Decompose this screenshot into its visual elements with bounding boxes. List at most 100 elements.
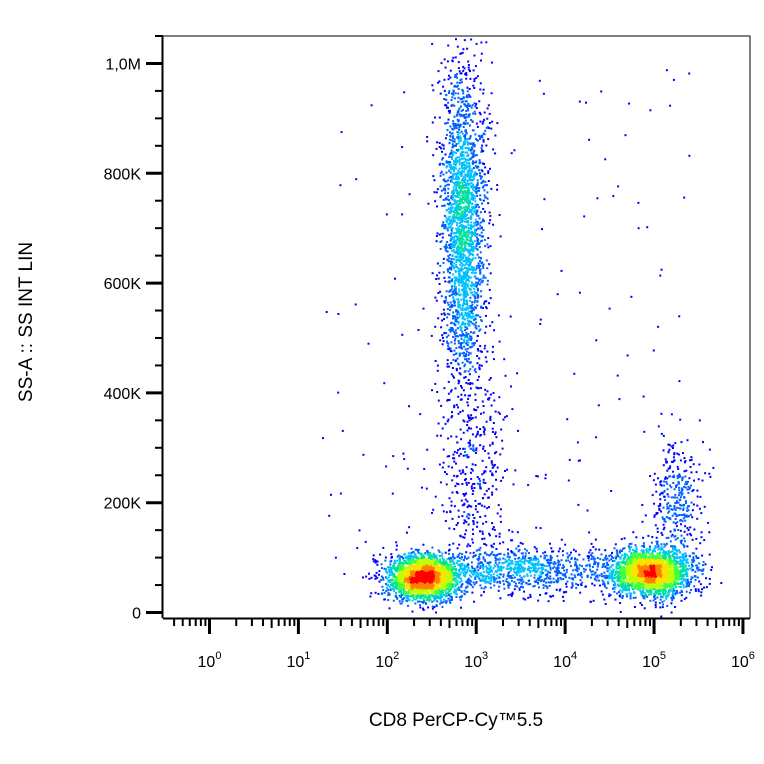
- data-point: [463, 103, 466, 106]
- data-point: [484, 344, 487, 347]
- data-point: [461, 88, 464, 91]
- data-point: [473, 228, 476, 231]
- data-point: [450, 229, 453, 232]
- data-point: [453, 191, 456, 194]
- data-point: [446, 218, 449, 221]
- data-point: [461, 179, 464, 181]
- data-point: [464, 198, 467, 201]
- data-point: [459, 205, 462, 208]
- data-point: [398, 584, 401, 587]
- data-point: [471, 156, 474, 159]
- data-point: [485, 300, 488, 303]
- data-point: [458, 352, 461, 355]
- data-point: [448, 90, 451, 93]
- data-point: [459, 308, 462, 311]
- data-point: [602, 581, 605, 584]
- data-point: [447, 303, 450, 306]
- data-point: [455, 593, 458, 596]
- data-point: [409, 578, 412, 580]
- data-point: [459, 598, 462, 601]
- data-point: [468, 306, 471, 309]
- data-point: [697, 590, 700, 593]
- data-point: [428, 577, 431, 580]
- data-point: [472, 173, 475, 176]
- data-point: [465, 306, 468, 309]
- data-point: [462, 191, 465, 194]
- data-point: [432, 569, 435, 572]
- data-point: [466, 267, 469, 270]
- data-point: [402, 567, 405, 570]
- data-point: [471, 259, 473, 261]
- data-point: [399, 555, 402, 558]
- data-point: [448, 253, 451, 256]
- data-point: [451, 236, 454, 239]
- data-point: [432, 584, 435, 587]
- data-point: [465, 77, 468, 80]
- data-point: [412, 581, 415, 584]
- data-point: [472, 257, 475, 260]
- data-point: [390, 553, 393, 556]
- data-point: [449, 164, 452, 167]
- data-point: [450, 132, 453, 135]
- data-point: [407, 575, 410, 578]
- data-point: [466, 138, 469, 141]
- data-point: [451, 103, 454, 106]
- data-point: [468, 262, 471, 265]
- data-point: [446, 198, 449, 201]
- data-point: [467, 229, 470, 232]
- data-point: [448, 74, 450, 77]
- data-point: [472, 344, 475, 347]
- data-point: [459, 274, 461, 277]
- data-point: [478, 234, 481, 237]
- data-point: [460, 259, 463, 261]
- data-point: [458, 186, 460, 189]
- data-point: [458, 315, 461, 318]
- data-point: [443, 89, 446, 92]
- data-point: [450, 373, 453, 376]
- data-point: [446, 312, 449, 315]
- data-point: [439, 241, 442, 243]
- data-point: [456, 313, 459, 316]
- data-point: [454, 209, 457, 212]
- data-point: [455, 242, 458, 245]
- data-point: [464, 570, 467, 573]
- data-point: [463, 181, 466, 184]
- data-point: [476, 387, 479, 390]
- data-point: [465, 166, 467, 168]
- data-point: [682, 559, 685, 562]
- data-point: [378, 580, 381, 583]
- data-point: [458, 325, 461, 328]
- data-point: [442, 416, 445, 419]
- data-point: [615, 557, 617, 560]
- data-point: [451, 566, 454, 569]
- data-point: [446, 340, 448, 343]
- data-point: [465, 258, 467, 261]
- data-point: [414, 591, 417, 594]
- data-point: [463, 67, 466, 70]
- data-point: [469, 224, 472, 227]
- data-point: [392, 599, 395, 602]
- data-point: [405, 557, 408, 560]
- data-point: [417, 600, 419, 603]
- data-point: [471, 176, 474, 179]
- data-point: [439, 590, 442, 593]
- data-point: [459, 185, 462, 188]
- data-point: [441, 162, 444, 165]
- data-point: [453, 276, 456, 279]
- data-point: [456, 236, 459, 239]
- data-point: [408, 585, 411, 588]
- data-point: [462, 183, 464, 186]
- data-point: [450, 104, 453, 107]
- data-point: [436, 557, 439, 560]
- data-point: [473, 102, 476, 105]
- data-point: [484, 129, 487, 132]
- data-point: [442, 582, 445, 584]
- data-point: [435, 555, 438, 558]
- data-point: [472, 188, 475, 191]
- data-point: [412, 594, 414, 597]
- data-point: [474, 231, 477, 234]
- data-point: [402, 586, 405, 589]
- data-point: [469, 291, 472, 294]
- data-point: [455, 189, 458, 192]
- data-point: [469, 200, 471, 203]
